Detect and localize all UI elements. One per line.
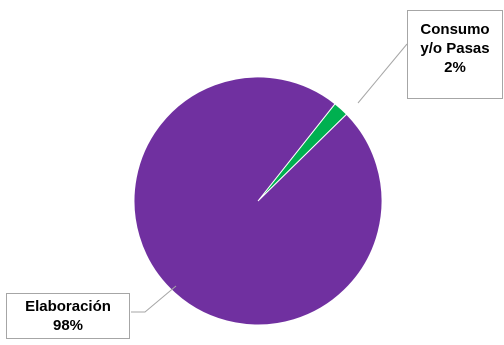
leader-lines [131,43,408,313]
pie-slices [133,76,383,326]
leader-line-elaboracion [131,285,177,313]
slice-percent-elaboracion: 98% [52,317,84,334]
data-label-consumo: Consumo y/o Pasas 2% [407,10,503,99]
slice-name-consumo-line2: y/o Pasas [420,40,490,57]
data-label-elaboracion: Elaboración 98% [6,293,130,339]
slice-percent-consumo: 2% [444,59,466,76]
pie-slice-elaboración [133,76,383,326]
leader-line-consumo [357,43,408,104]
slice-name-consumo-line1: Consumo [420,21,490,38]
slice-name-elaboracion: Elaboración [25,298,111,315]
